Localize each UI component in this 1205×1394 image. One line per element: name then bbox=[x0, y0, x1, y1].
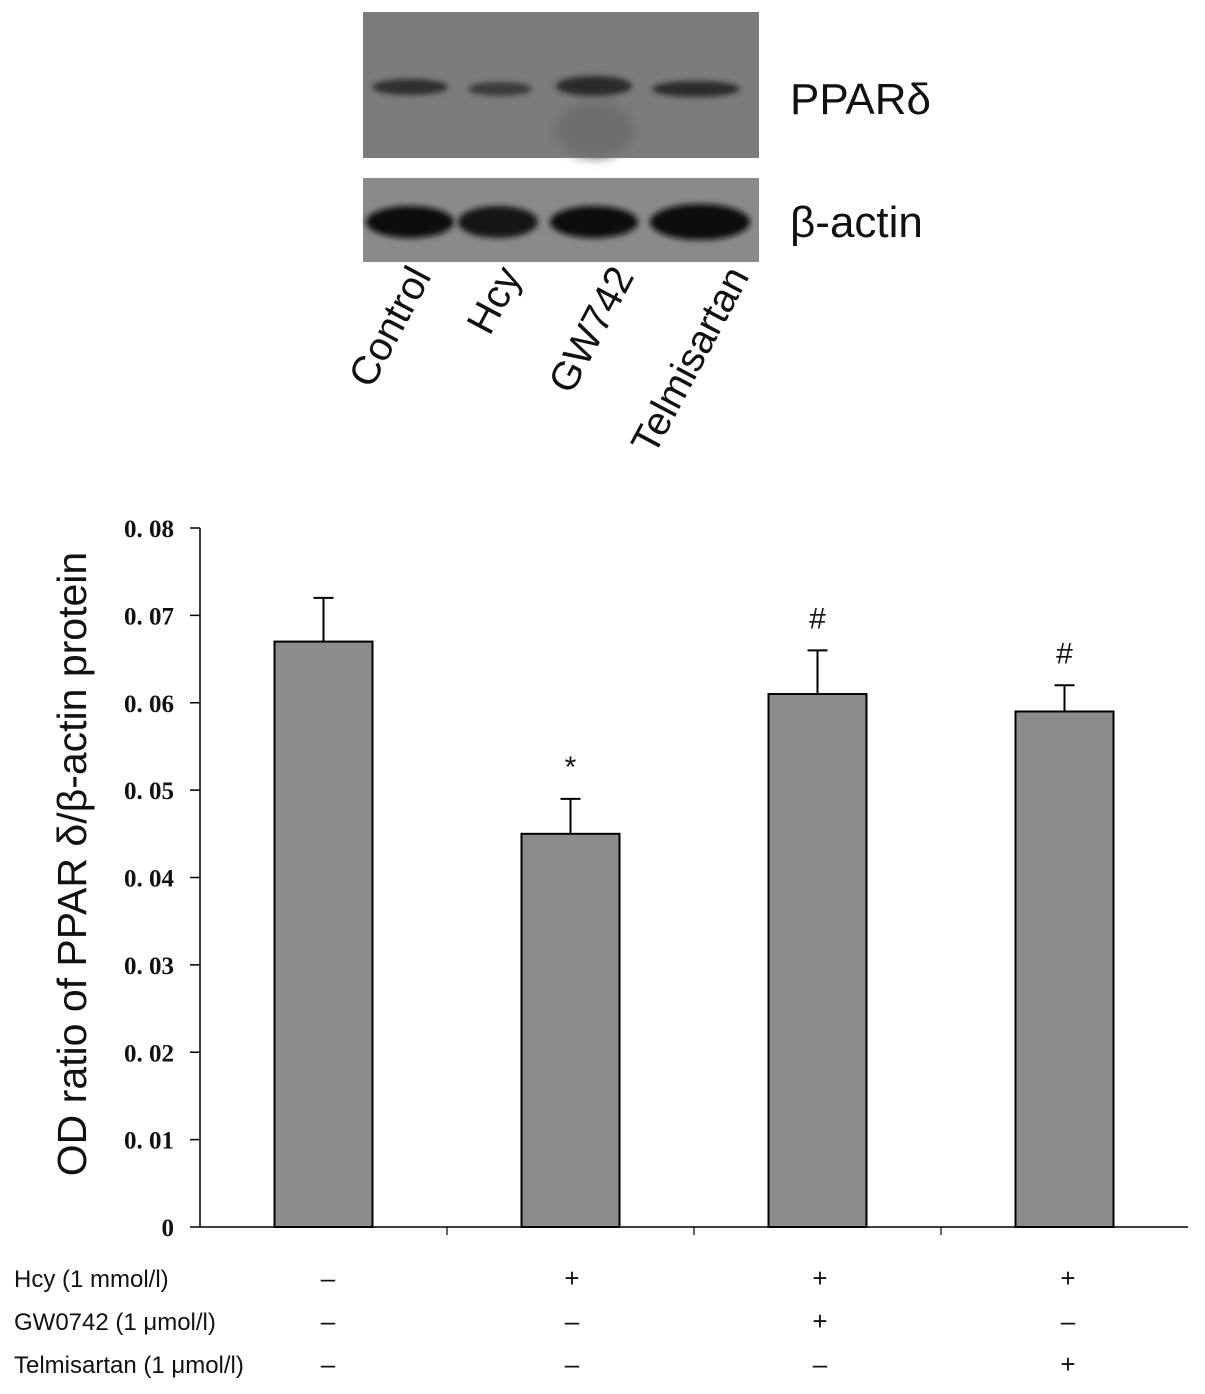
bars: * # # bbox=[273, 596, 1115, 1228]
ppard-band-control bbox=[372, 79, 448, 95]
significance-marker: * bbox=[565, 751, 577, 784]
treatment-table: Hcy (1 mmol/l) – + + + GW0742 (1 μmol/l) – – + – T… bbox=[14, 1263, 1076, 1379]
bar-chart: OD ratio of PPAR δ/β-actin protein 0 0. 0… bbox=[49, 516, 1188, 1242]
bar-gw742 bbox=[767, 693, 868, 1228]
treatment-symbol: – bbox=[321, 1349, 336, 1379]
y-tick-label: 0. 01 bbox=[124, 1128, 174, 1155]
actin-band-control bbox=[366, 206, 454, 238]
treatment-symbol: – bbox=[565, 1306, 580, 1336]
treatment-name: Telmisartan (1 μmol/l) bbox=[14, 1352, 244, 1379]
treatment-symbol: – bbox=[321, 1263, 336, 1293]
x-ticks bbox=[446, 1227, 942, 1235]
actin-band-telmisartan bbox=[650, 204, 750, 240]
actin-band-gw742 bbox=[550, 206, 638, 238]
treatment-name: Hcy (1 mmol/l) bbox=[14, 1266, 169, 1293]
y-tick-label: 0. 06 bbox=[124, 691, 174, 718]
significance-marker: # bbox=[1056, 637, 1073, 670]
actin-band-hcy bbox=[458, 206, 538, 238]
lane-label-gw742: GW742 bbox=[540, 260, 643, 400]
treatment-symbol: + bbox=[1060, 1263, 1075, 1293]
y-tick-label: 0. 03 bbox=[124, 953, 174, 980]
treatment-name: GW0742 (1 μmol/l) bbox=[14, 1309, 216, 1336]
ppard-band-hcy bbox=[468, 82, 532, 96]
lane-label-telmisartan: Telmisartan bbox=[623, 260, 758, 461]
blot-label-beta-actin: β-actin bbox=[790, 198, 923, 247]
treatment-symbol: + bbox=[1060, 1349, 1075, 1379]
y-tick-label: 0. 04 bbox=[124, 866, 175, 893]
ppard-band-gw742 bbox=[556, 76, 632, 96]
y-tick-label: 0. 07 bbox=[124, 603, 174, 630]
treatment-symbol: + bbox=[812, 1306, 827, 1336]
treatment-symbol: – bbox=[1061, 1306, 1076, 1336]
treatment-symbol: – bbox=[813, 1349, 828, 1379]
bar-hcy bbox=[520, 832, 621, 1228]
treatment-symbol: – bbox=[321, 1306, 336, 1336]
lane-label-hcy: Hcy bbox=[459, 260, 530, 341]
ppard-band-telmisartan bbox=[652, 81, 740, 97]
blot-smear bbox=[555, 102, 635, 158]
y-ticks: 0 0. 01 0. 02 0. 03 0. 04 0. 05 0. 06 0. 07 0. 0… bbox=[124, 516, 200, 1242]
treatment-symbol: – bbox=[565, 1349, 580, 1379]
blot-ppard-panel bbox=[363, 12, 759, 158]
y-tick-label: 0. 02 bbox=[124, 1040, 174, 1067]
y-tick-label: 0 bbox=[162, 1215, 175, 1242]
y-tick-label: 0. 05 bbox=[124, 778, 174, 805]
lane-label-control: Control bbox=[341, 260, 440, 395]
y-tick-label: 0. 08 bbox=[124, 516, 174, 543]
bar-telmisartan bbox=[1014, 710, 1115, 1228]
y-axis-label: OD ratio of PPAR δ/β-actin protein bbox=[49, 552, 95, 1176]
treatment-symbol: + bbox=[812, 1263, 827, 1293]
significance-marker: # bbox=[809, 602, 826, 635]
treatment-symbol: + bbox=[564, 1263, 579, 1293]
blot-actin-panel bbox=[363, 178, 759, 262]
bar-control bbox=[273, 640, 374, 1228]
blot-label-ppard: PPARδ bbox=[790, 75, 931, 124]
